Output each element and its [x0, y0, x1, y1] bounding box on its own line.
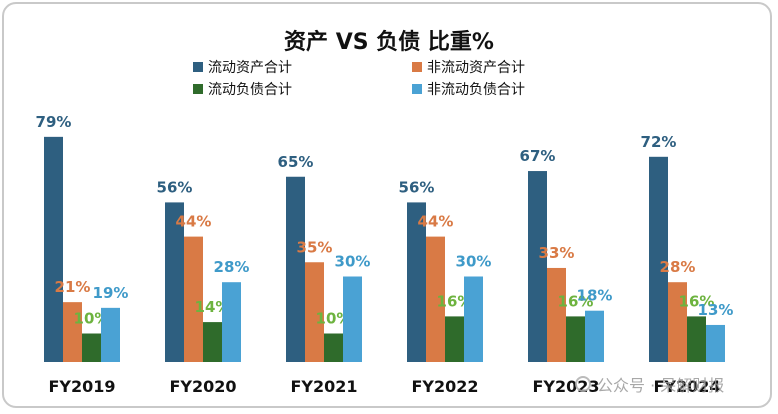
legend-swatch-series-3: [193, 84, 203, 94]
bar-FY2022-series-4: [464, 276, 483, 362]
legend-label-series-3: 流动负债合计: [208, 82, 292, 98]
wechat-icon: [575, 376, 591, 392]
legend-item-series-3: 流动负债合计: [193, 79, 292, 99]
bar-FY2020-series-3: [203, 322, 222, 362]
bar-FY2020-series-1: [165, 202, 184, 362]
data-label-FY2019-series-3: 10%: [74, 310, 110, 328]
data-label-FY2024-series-1: 72%: [641, 133, 677, 151]
data-label-FY2023-series-2: 33%: [539, 244, 575, 262]
data-label-FY2024-series-4: 13%: [698, 301, 734, 319]
bar-FY2022-series-2: [426, 236, 445, 362]
bar-FY2022-series-3: [445, 316, 464, 362]
data-label-FY2022-series-4: 30%: [456, 253, 492, 271]
legend-item-series-1: 流动资产合计: [193, 57, 292, 77]
x-tick-label-FY2019: FY2019: [48, 377, 115, 396]
bar-FY2023-series-4: [585, 310, 604, 362]
legend-item-series-4: 非流动负债合计: [412, 79, 525, 99]
data-label-FY2021-series-1: 65%: [278, 153, 314, 171]
chart-frame: [2, 2, 772, 408]
bar-FY2021-series-1: [286, 176, 305, 362]
bar-FY2020-series-2: [184, 236, 203, 362]
bar-FY2024-series-4: [706, 324, 725, 362]
data-label-FY2021-series-4: 30%: [335, 253, 371, 271]
legend-swatch-series-4: [412, 84, 422, 94]
bar-FY2020-series-4: [222, 282, 241, 362]
bar-FY2024-series-3: [687, 316, 706, 362]
bar-FY2019-series-3: [82, 333, 101, 362]
data-label-FY2020-series-1: 56%: [157, 178, 193, 196]
data-label-FY2023-series-1: 67%: [520, 147, 556, 165]
legend-label-series-2: 非流动资产合计: [427, 60, 525, 76]
bar-FY2024-series-2: [668, 282, 687, 362]
legend-swatch-series-1: [193, 62, 203, 72]
data-label-FY2021-series-3: 10%: [316, 310, 352, 328]
bar-FY2023-series-3: [566, 316, 585, 362]
data-label-FY2022-series-2: 44%: [418, 213, 454, 231]
bar-FY2021-series-3: [324, 333, 343, 362]
data-label-FY2021-series-2: 35%: [297, 238, 333, 256]
data-label-FY2019-series-2: 21%: [55, 278, 91, 296]
bar-FY2021-series-4: [343, 276, 362, 362]
x-tick-label-FY2020: FY2020: [169, 377, 236, 396]
bar-FY2021-series-2: [305, 262, 324, 362]
data-label-FY2020-series-4: 28%: [214, 258, 250, 276]
bar-FY2019-series-1: [44, 136, 63, 362]
legend-swatch-series-2: [412, 62, 422, 72]
bar-FY2019-series-2: [63, 302, 82, 362]
data-label-FY2020-series-2: 44%: [176, 213, 212, 231]
data-label-FY2024-series-3: 16%: [679, 292, 715, 310]
x-tick-label-FY2021: FY2021: [290, 377, 357, 396]
data-label-FY2022-series-1: 56%: [399, 178, 435, 196]
bar-FY2023-series-1: [528, 171, 547, 362]
bar-FY2023-series-2: [547, 267, 566, 362]
bar-FY2024-series-1: [649, 156, 668, 362]
bar-FY2022-series-1: [407, 202, 426, 362]
data-label-FY2020-series-3: 14%: [195, 298, 231, 316]
data-label-FY2024-series-2: 28%: [660, 258, 696, 276]
data-label-FY2023-series-3: 16%: [558, 292, 594, 310]
data-label-FY2022-series-3: 16%: [437, 292, 473, 310]
data-label-FY2019-series-1: 79%: [36, 113, 72, 131]
chart-title: 资产 VS 负债 比重%: [284, 30, 494, 55]
watermark: 公众号 · 呆解财报: [575, 372, 724, 396]
legend-item-series-2: 非流动资产合计: [412, 57, 525, 77]
watermark-text: 公众号 · 呆解财报: [597, 376, 725, 395]
legend-label-series-1: 流动资产合计: [208, 60, 292, 76]
legend-label-series-4: 非流动负债合计: [427, 82, 525, 98]
x-tick-label-FY2022: FY2022: [411, 377, 478, 396]
data-label-FY2019-series-4: 19%: [93, 284, 129, 302]
data-label-FY2023-series-4: 18%: [577, 287, 613, 305]
x-tick-label-FY2024: FY2024: [653, 377, 720, 396]
bar-FY2019-series-4: [101, 307, 120, 362]
